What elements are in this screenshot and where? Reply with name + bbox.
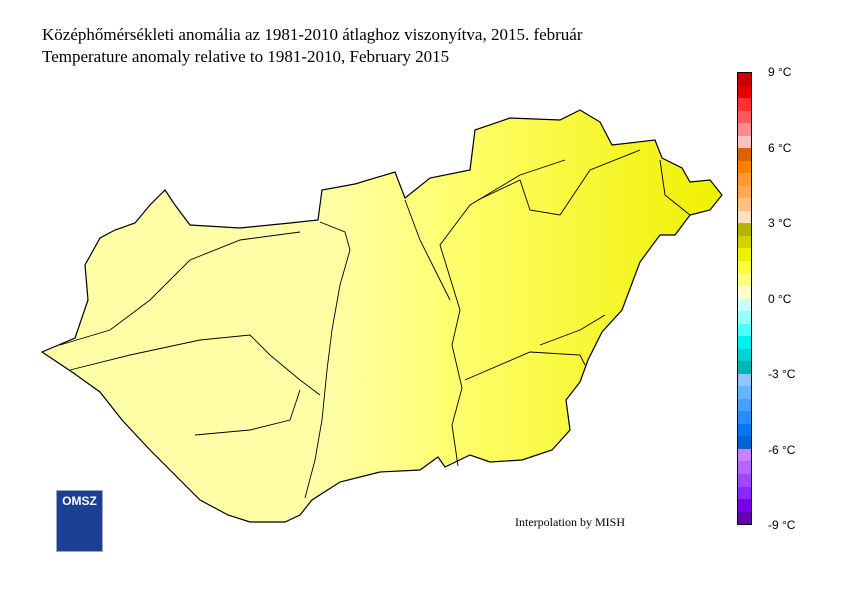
- colorbar-tick-label: 9 °C: [768, 65, 792, 79]
- colorbar-segment: [738, 411, 751, 424]
- colorbar-segment: [738, 386, 751, 399]
- colorbar-segment: [738, 210, 751, 224]
- title-english: Temperature anomaly relative to 1981-201…: [42, 47, 450, 66]
- colorbar-segment: [738, 135, 751, 149]
- colorbar-segment: [738, 148, 751, 161]
- colorbar-segment: [738, 311, 751, 324]
- colorbar-segment: [738, 85, 751, 99]
- colorbar-segment: [738, 198, 751, 211]
- colorbar-segment: [738, 348, 751, 362]
- colorbar-tick-label: 0 °C: [768, 291, 792, 306]
- danube-river: [304, 221, 351, 499]
- colorbar-segment: [738, 361, 751, 374]
- colorbar-segment: [738, 173, 751, 186]
- omsz-logo: OMSZ: [56, 490, 103, 552]
- colorbar-segment: [738, 448, 751, 462]
- colorbar-segment: [738, 423, 751, 437]
- credit-text: Interpolation by MISH: [515, 515, 625, 529]
- colorbar-tick-label: -9 °C: [768, 518, 796, 532]
- colorbar-segment: [738, 436, 751, 449]
- colorbar: [737, 72, 752, 525]
- county-borders: [59, 149, 691, 499]
- colorbar-tick-label: -3 °C: [768, 367, 796, 381]
- tisza-river: [439, 159, 566, 467]
- colorbar-tick-label: -6 °C: [768, 442, 796, 457]
- colorbar-segment: [738, 235, 751, 249]
- logo-text: OMSZ: [62, 494, 97, 508]
- country-outline: [40, 109, 723, 523]
- colorbar-segment: [738, 373, 751, 387]
- title-hungarian: Középhőmérsékleti anomália az 1981-2010 …: [42, 25, 583, 44]
- colorbar-segment: [738, 123, 751, 136]
- colorbar-tick-label: 3 °C: [768, 216, 792, 230]
- colorbar-tick-label: 6 °C: [768, 140, 792, 155]
- colorbar-segment: [738, 323, 751, 337]
- colorbar-segment: [738, 185, 751, 199]
- colorbar-segment: [738, 486, 751, 500]
- colorbar-segment: [738, 73, 751, 86]
- colorbar-segment: [738, 110, 751, 124]
- colorbar-segment: [738, 260, 751, 274]
- colorbar-segment: [738, 298, 751, 312]
- colorbar-segment: [738, 398, 751, 412]
- colorbar-segment: [738, 499, 751, 512]
- colorbar-segment: [738, 248, 751, 261]
- colorbar-segment: [738, 286, 751, 299]
- colorbar-segment: [738, 511, 751, 525]
- colorbar-segment: [738, 98, 751, 111]
- colorbar-segment: [738, 474, 751, 487]
- colorbar-segment: [738, 336, 751, 349]
- colorbar-segment: [738, 461, 751, 474]
- colorbar-segment: [738, 160, 751, 174]
- colorbar-segment: [738, 273, 751, 287]
- colorbar-segment: [738, 223, 751, 236]
